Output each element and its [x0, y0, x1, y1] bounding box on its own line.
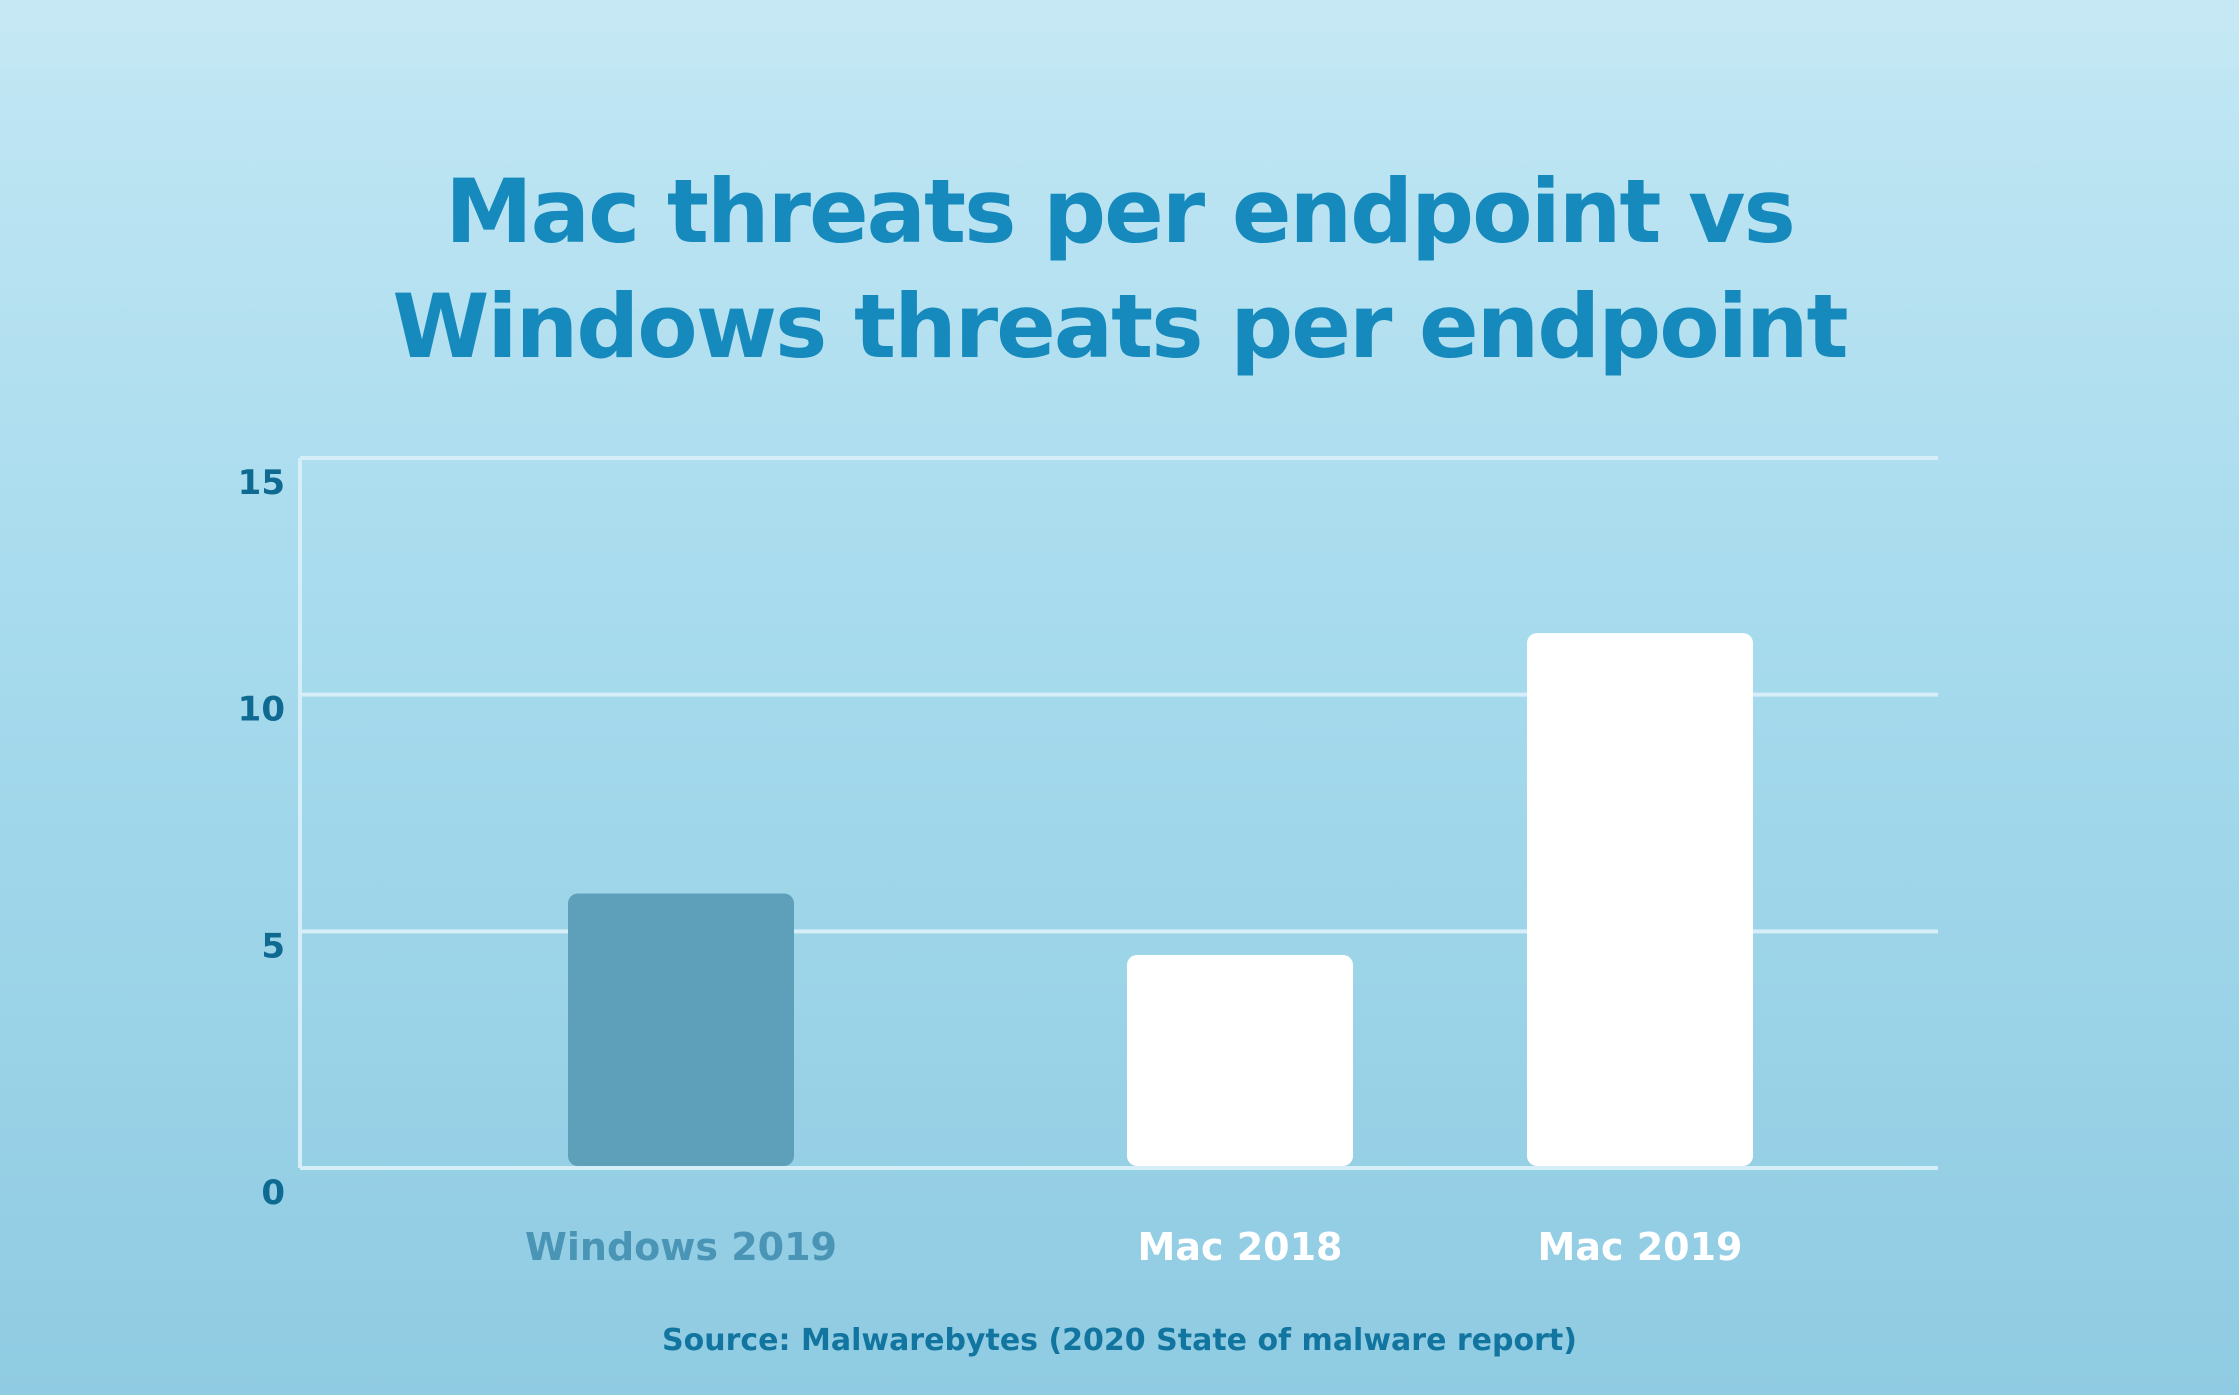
x-category-label: Mac 2019	[1538, 1225, 1743, 1269]
chart-title-line-1: Mac threats per endpoint vs	[445, 160, 1796, 263]
y-tick-label: 0	[261, 1173, 285, 1213]
source-note: Source: Malwarebytes (2020 State of malw…	[662, 1323, 1577, 1358]
chart-title-line-2: Windows threats per endpoint	[392, 275, 1848, 378]
y-tick-label: 10	[238, 690, 285, 730]
x-category-label: Windows 2019	[525, 1225, 837, 1269]
y-tick-label: 5	[261, 926, 285, 966]
y-tick-label: 15	[238, 463, 285, 503]
bar-mac-2019	[1527, 633, 1753, 1166]
bar-windows-2019	[568, 893, 794, 1166]
x-category-label: Mac 2018	[1138, 1225, 1343, 1269]
bar-mac-2018	[1127, 955, 1353, 1166]
top-band	[0, 0, 2239, 68]
